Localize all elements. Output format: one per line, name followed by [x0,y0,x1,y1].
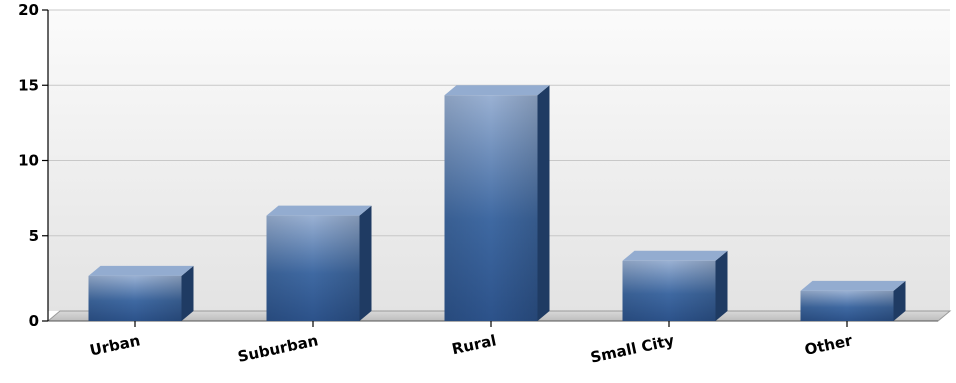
bar-shading [266,215,360,321]
bar-top-face [800,280,906,291]
y-tick-label: 20 [18,1,39,19]
bar-suburban [266,205,372,321]
y-tick-label: 5 [29,227,39,245]
bar-shading [88,275,182,321]
y-tick-label: 0 [29,312,39,330]
bar-rural [444,85,550,321]
x-tick-label: Rural [450,331,498,358]
bar-side-face [893,280,906,321]
bar-side-face [537,85,550,321]
x-tick-label: Suburban [236,331,320,366]
bar-top-face [622,250,728,261]
y-tick-labels: 0 5 10 15 20 [18,1,39,330]
bar-small-city [622,250,728,321]
bar-top-face [88,265,194,276]
bar-other [800,280,906,321]
bar-shading [800,290,894,321]
y-axis [42,9,49,322]
bar-side-face [715,250,728,321]
y-tick-label: 15 [18,76,39,94]
y-tick-label: 10 [18,152,39,170]
bar-top-face [266,205,372,216]
x-tick-labels: Urban Suburban Rural Small City Other [88,321,854,367]
bar-shading [444,95,538,321]
bars [88,85,906,321]
bar-side-face [359,205,372,321]
x-tick-label: Urban [88,331,142,359]
bar-shading [622,260,716,321]
x-tick-label: Other [803,331,854,359]
bar-side-face [181,265,194,321]
x-tick-label: Small City [589,331,676,366]
bar-urban [88,265,194,321]
bar-top-face [444,85,550,96]
